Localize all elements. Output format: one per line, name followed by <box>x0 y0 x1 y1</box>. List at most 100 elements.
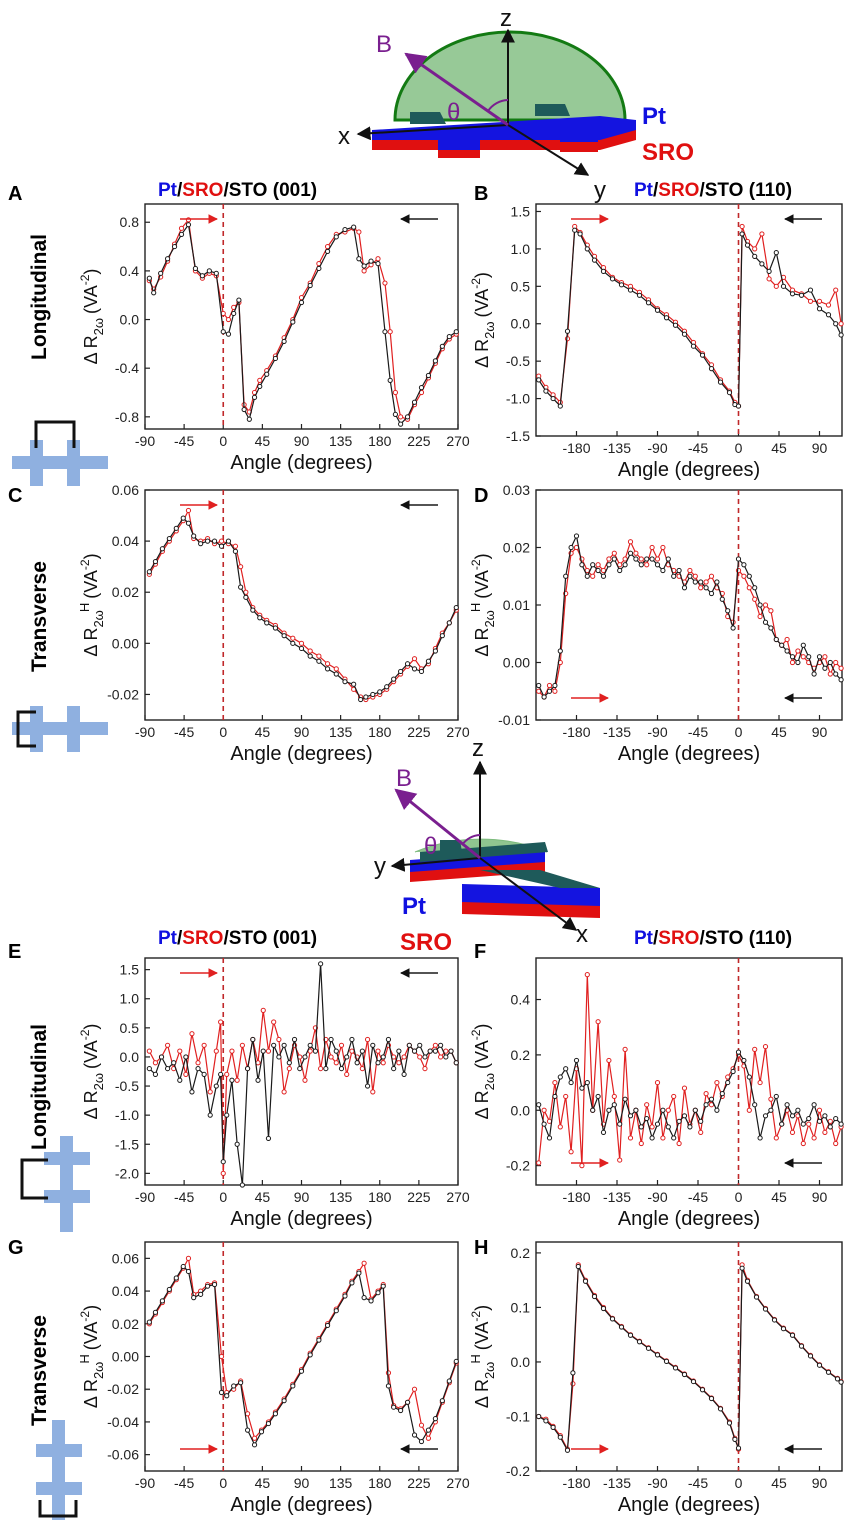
data-point-black <box>404 1399 411 1405</box>
data-point-red <box>152 1060 159 1066</box>
data-point-black <box>166 535 172 542</box>
data-point-red <box>708 573 715 579</box>
data-point-black <box>218 1071 224 1078</box>
data-point-red <box>611 1093 617 1100</box>
data-point-black <box>180 1263 186 1270</box>
data-point-black <box>220 329 226 335</box>
data-point-black <box>822 1113 828 1119</box>
y-tick-label: -0.4 <box>115 360 139 376</box>
title-rest: /STO (110) <box>699 180 792 201</box>
x-tick-label: -90 <box>135 724 155 740</box>
panel-title: Pt/SRO/STO (001) <box>158 180 317 201</box>
plot-frame <box>535 203 843 437</box>
data-point-red <box>833 287 839 293</box>
data-point-red <box>654 1079 661 1086</box>
data-point-red <box>328 1054 334 1060</box>
data-point-red <box>218 1019 224 1025</box>
ylabel-unit-sup: -2 <box>78 1029 92 1040</box>
data-point-black <box>789 1113 796 1119</box>
x-axis-label: Angle (degrees) <box>230 452 372 474</box>
x-tick-label: 45 <box>255 724 271 740</box>
data-point-black <box>671 1135 677 1141</box>
ylabel-sub: 2ω <box>91 1073 106 1090</box>
x-tick-label: 180 <box>368 1475 392 1491</box>
data-point-red <box>185 507 192 514</box>
x-tick-label: 45 <box>255 1189 271 1205</box>
ylabel-unit: (VA <box>472 1040 492 1069</box>
x-tick-label: 225 <box>407 1475 431 1491</box>
data-point-black <box>171 1060 177 1066</box>
data-point-black <box>234 1141 240 1147</box>
y-tick-label: 0.00 <box>503 655 530 671</box>
data-point-black <box>546 688 553 694</box>
panel-g: G -90 -45 0 45 90 135 180 225 270 -0.06 -0.04 -0.02 0… <box>8 1237 470 1516</box>
b-label: B <box>396 765 412 792</box>
data-point-black <box>439 343 445 349</box>
data-point-black <box>446 333 452 340</box>
data-point-black <box>218 543 225 549</box>
data-point-red <box>201 1042 207 1048</box>
series-line-red <box>538 1264 842 1452</box>
data-point-black <box>800 1121 806 1127</box>
data-point-black <box>453 1358 459 1365</box>
y-tick-label: 0.06 <box>112 482 139 498</box>
ylabel-sub: 2ω <box>482 610 497 627</box>
data-point-black <box>146 1319 152 1325</box>
data-point-black <box>600 573 607 579</box>
data-point-black <box>146 569 152 575</box>
panel-letter: B <box>474 183 488 205</box>
data-point-black <box>617 567 623 574</box>
y-tick-label: -1.5 <box>506 428 530 444</box>
y-axis-label: Δ R2ωH (VA-2) <box>468 553 497 656</box>
data-point-black <box>573 533 580 539</box>
x-tick-label: -180 <box>562 1475 590 1491</box>
data-point-black <box>185 520 192 526</box>
panel-b: B Pt/SRO/STO (110) -180 -135 -90 -45 0 45 90 -1.5… <box>469 180 844 481</box>
data-point-black <box>536 1102 542 1108</box>
data-point-red <box>260 1007 266 1013</box>
data-point-red <box>768 1096 774 1102</box>
data-point-black <box>708 366 715 372</box>
data-point-black <box>387 377 393 383</box>
data-point-black <box>356 1270 362 1276</box>
data-point-black <box>316 265 322 272</box>
data-point-black <box>730 1068 736 1075</box>
data-point-black <box>698 1118 704 1124</box>
x-axis-label: Angle (degrees) <box>230 743 372 765</box>
data-point-black <box>663 315 670 321</box>
data-point-black <box>762 1113 769 1119</box>
data-point-black <box>825 1369 832 1375</box>
x-tick-label: -90 <box>647 1189 667 1205</box>
data-point-black <box>404 414 411 420</box>
data-point-black <box>753 1294 760 1300</box>
y-tick-label: -1.5 <box>115 1136 139 1152</box>
data-point-red <box>218 1353 225 1360</box>
data-point-black <box>739 231 745 237</box>
data-point-black <box>838 1121 844 1127</box>
data-point-black <box>338 1065 345 1072</box>
data-point-black <box>198 1291 204 1297</box>
x-tick-label: -45 <box>688 440 708 456</box>
data-point-black <box>398 1407 404 1414</box>
data-point-black <box>550 1424 556 1430</box>
data-point-black <box>552 1093 558 1100</box>
data-point-black <box>676 1118 682 1124</box>
data-point-black <box>195 1065 201 1072</box>
data-point-black <box>439 1398 445 1404</box>
x-tick-label: 270 <box>446 1475 470 1491</box>
data-point-black <box>158 270 164 276</box>
x-tick-label: 0 <box>735 724 743 740</box>
ylabel-main: Δ R <box>472 628 492 657</box>
ylabel-sub: 2ω <box>482 1362 497 1379</box>
data-point-black <box>690 1378 697 1385</box>
data-point-black <box>665 1124 671 1130</box>
data-point-black <box>213 270 219 276</box>
data-point-red <box>825 302 832 308</box>
data-point-black <box>398 421 404 427</box>
x-tick-label: -135 <box>603 1475 631 1491</box>
data-point-black <box>568 544 574 551</box>
y-label: y <box>374 853 386 880</box>
data-point-black <box>708 590 715 597</box>
data-point-red <box>387 329 393 335</box>
y-tick-label: -0.04 <box>107 1414 139 1430</box>
